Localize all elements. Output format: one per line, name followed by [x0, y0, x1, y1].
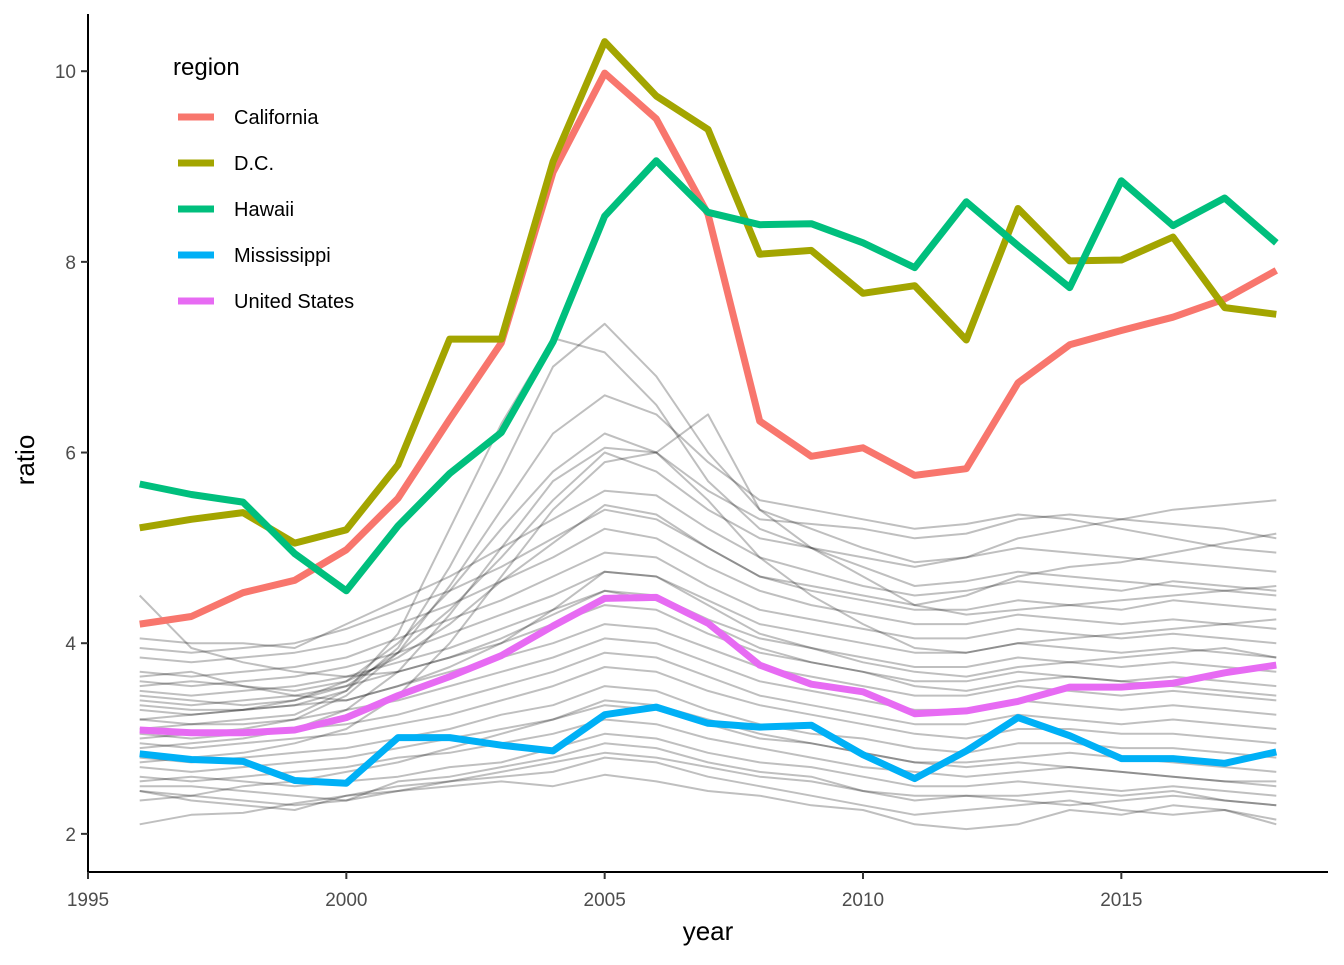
background-line-14 [139, 570, 1277, 688]
background-line-16 [139, 527, 1277, 664]
legend-label-united-states: United States [234, 291, 354, 313]
y-tick-label: 4 [65, 634, 76, 655]
x-tick-label: 2010 [842, 890, 884, 911]
background-line-28 [139, 570, 1277, 702]
x-tick-label: 2000 [325, 890, 367, 911]
background-line-21 [139, 451, 1277, 707]
series-line-united-states [139, 593, 1277, 737]
background-line-1 [139, 773, 1277, 831]
x-tick-label: 1995 [67, 890, 109, 911]
legend-label-hawaii: Hawaii [234, 199, 294, 221]
x-axis-label: year [683, 916, 734, 946]
legend-label-california: California [234, 107, 319, 129]
y-tick-label: 10 [55, 62, 76, 83]
background-line-23 [139, 394, 1277, 740]
series-line-hawaii [139, 157, 1279, 595]
background-line-9 [139, 651, 1277, 740]
background-line-26 [139, 413, 1277, 750]
background-line-10 [139, 637, 1277, 726]
background-line-2 [139, 756, 1277, 821]
y-tick-label: 2 [65, 825, 76, 846]
background-line-29 [138, 589, 1277, 697]
background-line-25 [139, 337, 1277, 730]
axes [87, 14, 1328, 873]
background-line-8 [139, 666, 1277, 750]
x-axis-ticks: 1995 2000 2005 2010 2015 [67, 872, 1142, 911]
series-lines [139, 38, 1279, 787]
background-line-4 [139, 732, 1277, 797]
legend: region California D.C. Hawaii Mississippi Un… [173, 54, 354, 313]
legend-items: California D.C. Hawaii Mississippi United St… [178, 107, 354, 313]
background-line-5 [139, 718, 1277, 783]
background-line-22 [139, 432, 1277, 721]
background-line-3 [139, 742, 1277, 807]
legend-label-mississippi: Mississippi [234, 245, 331, 267]
y-axis-label: ratio [10, 435, 40, 486]
background-line-15 [139, 551, 1277, 678]
series-line-d-c [139, 38, 1277, 547]
y-axis-ticks: 2 4 6 8 10 [55, 62, 88, 846]
legend-title: region [173, 54, 240, 81]
background-line-19 [139, 699, 1277, 802]
background-line-17 [139, 508, 1277, 654]
background-line-27 [139, 451, 1277, 764]
series-line-mississippi [139, 703, 1278, 787]
y-tick-label: 8 [65, 253, 76, 274]
background-line-20 [139, 504, 1277, 692]
background-line-11 [139, 623, 1277, 716]
background-line-24 [139, 322, 1277, 711]
legend-label-d-c: D.C. [234, 153, 274, 175]
background-line-30 [139, 751, 1277, 807]
y-tick-label: 6 [65, 444, 76, 465]
x-tick-label: 2015 [1100, 890, 1142, 911]
x-tick-label: 2005 [584, 890, 626, 911]
background-line-12 [139, 604, 1277, 707]
background-line-18 [139, 489, 1277, 649]
